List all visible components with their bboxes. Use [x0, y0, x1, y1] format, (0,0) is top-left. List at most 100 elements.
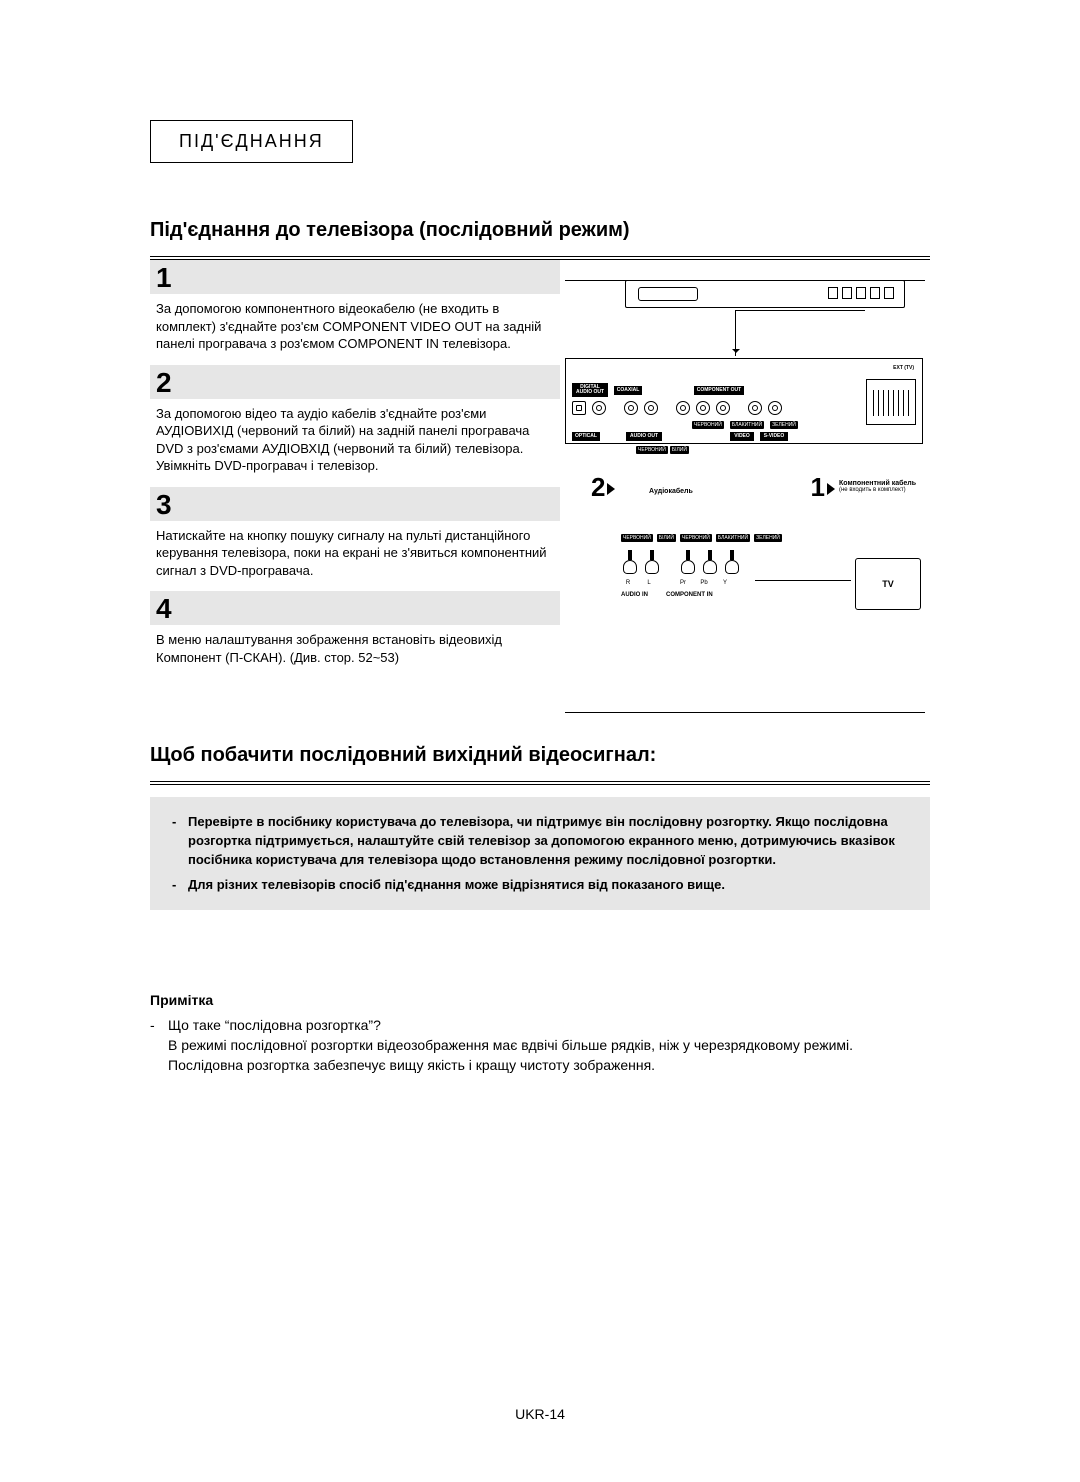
diagram-column: ЧЕРВОНИЙ БЛАКИТНИЙ ЗЕЛЕНИЙ DIGITAL AUDIO… — [560, 260, 930, 720]
lbl-blue: БЛАКИТНИЙ — [730, 421, 764, 429]
diagram-num-2-text: 2 — [591, 472, 605, 502]
dvd-player-front — [625, 280, 905, 308]
color-labels-bottom: ЧЕРВОНИЙ БІЛИЙ ЧЕРВОНИЙ БЛАКИТНИЙ ЗЕЛЕНИ… — [621, 534, 782, 542]
step-3-text: Натискайте на кнопку пошуку сигналу на п… — [150, 521, 560, 592]
step-2: 2 За допомогою відео та аудіо кабелів з'… — [150, 365, 560, 487]
lbl-component-cable-sub: (не входить в комплект) — [839, 487, 925, 493]
dash-icon: - — [172, 813, 188, 870]
lbl-ext: EXT (TV) — [893, 365, 914, 371]
step-1-num: 1 — [156, 264, 554, 292]
dash-icon-2: - — [172, 876, 188, 895]
lbl-green: ЗЕЛЕНИЙ — [770, 421, 798, 429]
two-column: 1 За допомогою компонентного відеокабелю… — [150, 260, 930, 720]
lbl-green2: ЗЕЛЕНИЙ — [754, 534, 782, 542]
color-labels-top: ЧЕРВОНИЙ БЛАКИТНИЙ ЗЕЛЕНИЙ — [692, 421, 798, 429]
rca-pb-icon — [703, 550, 717, 574]
rca-y-icon — [725, 550, 739, 574]
note-body2: Послідовна розгортка забезпечує вищу які… — [168, 1055, 853, 1075]
note-block: Примітка - Що таке “послідовна розгортка… — [150, 990, 930, 1075]
dvd-back-panel: ЧЕРВОНИЙ БЛАКИТНИЙ ЗЕЛЕНИЙ DIGITAL AUDIO… — [565, 358, 923, 444]
bottom-group-labels: AUDIO IN COMPONENT IN — [621, 592, 713, 598]
lbl-component-cable-text: Компонентний кабель — [839, 480, 916, 487]
lbl-audio-out: AUDIO OUT — [626, 432, 662, 441]
port-coax-icon — [592, 401, 606, 415]
chapter-label: ПІД'ЄДНАННЯ — [179, 131, 324, 151]
sub-section: Щоб побачити послідовний вихідний відеос… — [150, 744, 930, 910]
note-body: Що таке “послідовна розгортка”? В режимі… — [168, 1015, 853, 1076]
arrow-down-icon — [735, 310, 736, 356]
lbl-tv: TV — [882, 579, 894, 589]
note-row: - Що таке “послідовна розгортка”? В режи… — [150, 1015, 930, 1076]
rca-under-letters: R L Pr Pb Y — [621, 580, 732, 586]
lbl-red: ЧЕРВОНИЙ — [692, 421, 724, 429]
rca-r-icon — [623, 550, 637, 574]
gray-item-2: - Для різних телевізорів спосіб під'єдна… — [172, 876, 908, 895]
lbl-R: R — [621, 580, 635, 586]
step-2-text: За допомогою відео та аудіо кабелів з'єд… — [150, 399, 560, 487]
note-q: Що таке “послідовна розгортка”? — [168, 1015, 853, 1035]
page-footer: UKR-14 — [0, 1406, 1080, 1422]
diagram-num-1: 1 — [811, 472, 835, 503]
step-4-num: 4 — [156, 595, 554, 623]
connection-diagram: ЧЕРВОНИЙ БЛАКИТНИЙ ЗЕЛЕНИЙ DIGITAL AUDIO… — [565, 280, 925, 720]
step-2-num: 2 — [156, 369, 554, 397]
lbl-digital-audio: DIGITAL AUDIO OUT — [572, 383, 608, 397]
backpanel-ports — [572, 401, 782, 415]
dvd-buttons-icon — [828, 287, 894, 299]
note-body1: В режимі послідовної розгортки відеозобр… — [168, 1035, 853, 1055]
lbl-Y: Y — [718, 580, 732, 586]
lbl-video: VIDEO — [730, 432, 754, 441]
lbl-white2: БІЛИЙ — [657, 534, 676, 542]
port-pb-icon — [696, 401, 710, 415]
rca-row — [623, 550, 739, 574]
port-y-icon — [716, 401, 730, 415]
lbl-svideo: S-VIDEO — [760, 432, 788, 441]
dvd-tray-icon — [638, 287, 698, 301]
rca-l-icon — [645, 550, 659, 574]
arrow-horiz — [735, 310, 865, 311]
port-pr-icon — [676, 401, 690, 415]
note-label: Примітка — [150, 990, 930, 1010]
gray-info-box: - Перевірте в посібнику користувача до т… — [150, 797, 930, 910]
lbl-blue2: БЛАКИТНИЙ — [716, 534, 750, 542]
lbl-red3: ЧЕРВОНИЙ — [621, 534, 653, 542]
lbl-Pb: Pb — [697, 580, 711, 586]
section-title: Під'єднання до телевізора (послідовний р… — [150, 219, 930, 242]
backpanel-bottom-labels: OPTICAL AUDIO OUT VIDEO S-VIDEO — [572, 432, 788, 441]
diagram-num-2: 2 — [591, 472, 615, 503]
step-1-text: За допомогою компонентного відеокабелю (… — [150, 294, 560, 365]
step-3-num: 3 — [156, 491, 554, 519]
triangle-icon — [607, 483, 615, 495]
port-optical-icon — [572, 401, 586, 415]
gray-item-2-text: Для різних телевізорів спосіб під'єднанн… — [188, 876, 725, 895]
step-1: 1 За допомогою компонентного відеокабелю… — [150, 260, 560, 365]
port-video-icon — [748, 401, 762, 415]
tv-connector-line — [755, 580, 851, 581]
lbl-red4: ЧЕРВОНИЙ — [680, 534, 712, 542]
sub-title: Щоб побачити послідовний вихідний відеос… — [150, 744, 930, 767]
lbl-optical: OPTICAL — [572, 432, 600, 441]
lbl-component-out: COMPONENT OUT — [694, 386, 744, 395]
steps-column: 1 За допомогою компонентного відеокабелю… — [150, 260, 560, 720]
diagram-bottom-rule — [565, 712, 925, 720]
lbl-component-in: COMPONENT IN — [666, 592, 713, 598]
step-4-text: В меню налаштування зображення встановіт… — [150, 625, 560, 678]
gray-item-1-text: Перевірте в посібнику користувача до тел… — [188, 813, 908, 870]
lbl-component-cable: Компонентний кабель (не входить в компле… — [839, 480, 925, 493]
rca-pr-icon — [681, 550, 695, 574]
backpanel-label-row: DIGITAL AUDIO OUT COAXIAL COMPONENT OUT — [572, 383, 916, 397]
lbl-audio-in: AUDIO IN — [621, 592, 648, 598]
diagram-num-1-text: 1 — [811, 472, 825, 502]
lbl-L: L — [642, 580, 656, 586]
triangle-icon-2 — [827, 483, 835, 495]
chapter-box: ПІД'ЄДНАННЯ — [150, 120, 353, 163]
gray-item-1: - Перевірте в посібнику користувача до т… — [172, 813, 908, 870]
step-3: 3 Натискайте на кнопку пошуку сигналу на… — [150, 487, 560, 592]
step-4: 4 В меню налаштування зображення встанов… — [150, 591, 560, 678]
lbl-Pr: Pr — [676, 580, 690, 586]
lbl-audio-cable: Аудіокабель — [649, 488, 693, 495]
scart-port-icon — [866, 379, 916, 425]
port-svideo-icon — [768, 401, 782, 415]
note-dash-icon: - — [150, 1015, 168, 1076]
port-audio-l-icon — [624, 401, 638, 415]
